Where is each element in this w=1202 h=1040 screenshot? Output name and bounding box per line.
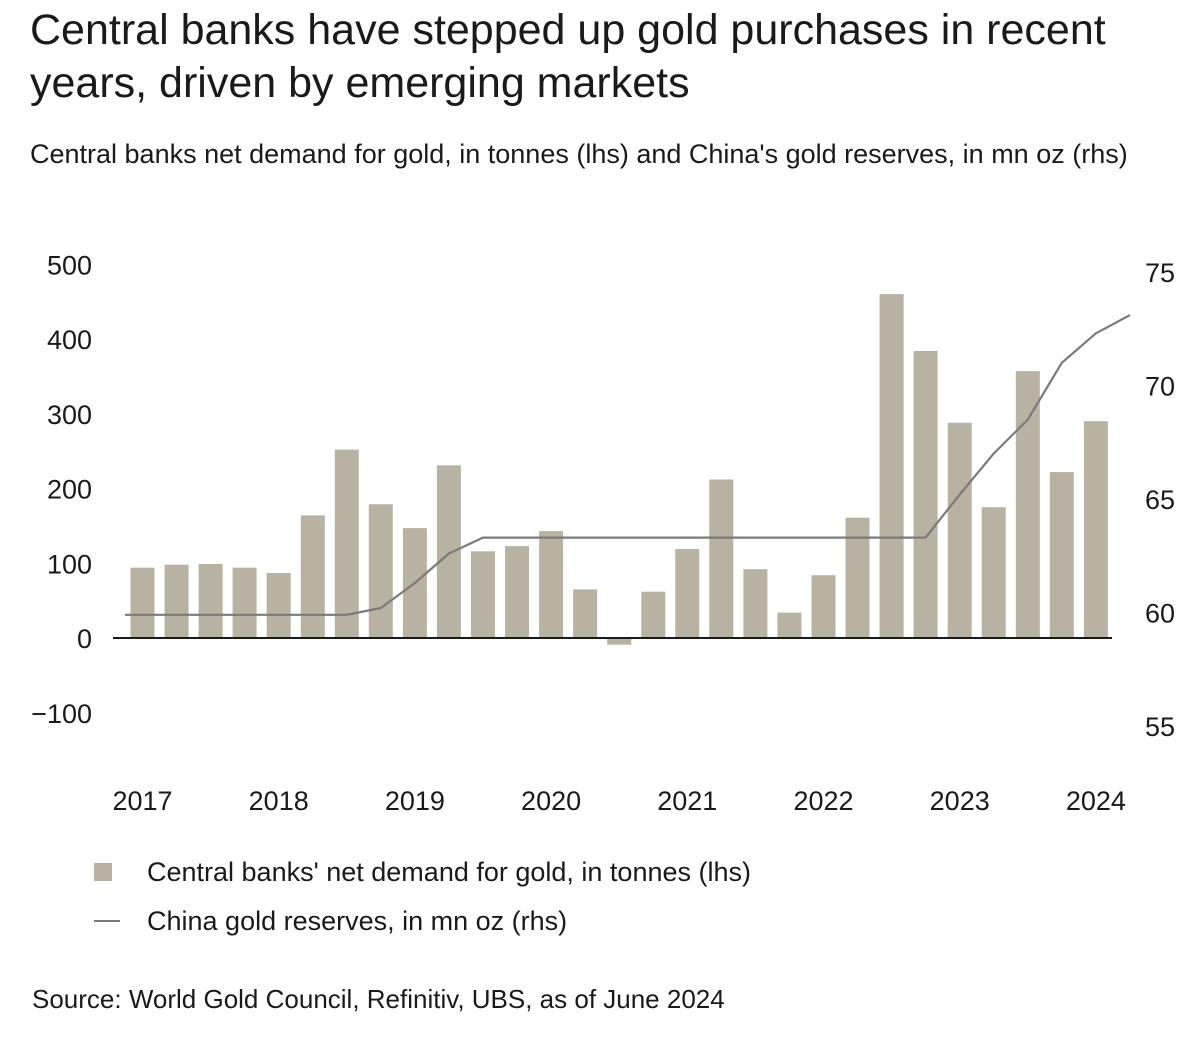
chart-subtitle: Central banks net demand for gold, in to… bbox=[30, 139, 1128, 169]
bar-q1-2021 bbox=[675, 549, 700, 638]
bar-q4-2022 bbox=[913, 351, 938, 638]
bar-q2-2019 bbox=[436, 465, 461, 638]
legend-bar-swatch bbox=[94, 863, 112, 881]
bar-q1-2023 bbox=[947, 422, 972, 638]
legend-bars-label: Central banks' net demand for gold, in t… bbox=[147, 856, 751, 887]
left-axis-tick-label: 100 bbox=[47, 549, 92, 579]
bar-q3-2023 bbox=[1015, 371, 1040, 638]
legend-line-swatch bbox=[94, 920, 120, 922]
x-axis-tick-label: 2018 bbox=[249, 786, 309, 816]
bar-q2-2022 bbox=[845, 517, 870, 638]
bar-q1-2017 bbox=[130, 567, 155, 638]
left-axis-tick-label: 500 bbox=[47, 250, 92, 280]
bar-q4-2017 bbox=[232, 567, 257, 638]
bar-q2-2018 bbox=[300, 515, 325, 638]
bar-q2-2023 bbox=[981, 507, 1006, 638]
x-axis-tick-label: 2022 bbox=[793, 786, 853, 816]
bar-q3-2020 bbox=[607, 638, 632, 645]
bar-q3-2019 bbox=[471, 551, 495, 638]
legend-line-label: China gold reserves, in mn oz (rhs) bbox=[147, 905, 568, 936]
bar-q1-2018 bbox=[266, 573, 291, 638]
chart-canvas: 500 400 300 200 100 0 −100 75 70 65 60 55 2017 2018 20… bbox=[31, 250, 1175, 816]
x-axis-tick-label: 2020 bbox=[521, 786, 581, 816]
bar-q2-2021 bbox=[709, 479, 734, 638]
bar-q2-2020 bbox=[573, 589, 598, 638]
bar-q4-2020 bbox=[641, 591, 666, 638]
right-axis-tick-label: 70 bbox=[1145, 372, 1175, 402]
right-axis-tick-label: 55 bbox=[1145, 712, 1175, 742]
x-axis-tick-label: 2019 bbox=[385, 786, 445, 816]
bar-q3-2018 bbox=[334, 449, 359, 638]
left-axis-tick-label: −100 bbox=[31, 699, 92, 729]
bar-q1-2024 bbox=[1083, 421, 1108, 638]
x-axis-tick-label: 2017 bbox=[112, 786, 172, 816]
bar-q4-2018 bbox=[368, 504, 393, 638]
bar-q4-2023 bbox=[1049, 472, 1074, 638]
left-axis-tick-label: 400 bbox=[47, 325, 92, 355]
right-axis-tick-label: 60 bbox=[1145, 599, 1175, 629]
bar-q4-2021 bbox=[777, 612, 802, 638]
right-axis-tick-label: 65 bbox=[1145, 485, 1175, 515]
source-note: Source: World Gold Council, Refinitiv, U… bbox=[32, 984, 725, 1014]
legend-item-line: China gold reserves, in mn oz (rhs) bbox=[94, 901, 567, 941]
right-axis-tick-label: 75 bbox=[1145, 258, 1175, 288]
bar-q1-2022 bbox=[811, 575, 836, 638]
left-axis-tick-label: 200 bbox=[47, 475, 92, 505]
x-axis-tick-label: 2024 bbox=[1066, 786, 1126, 816]
china-reserves-line bbox=[125, 314, 1131, 616]
bar-q4-2019 bbox=[505, 546, 529, 638]
legend-item-bars: Central banks' net demand for gold, in t… bbox=[94, 852, 751, 892]
chart-title: Central banks have stepped up gold purch… bbox=[30, 6, 1106, 107]
left-axis-tick-label: 0 bbox=[77, 624, 92, 654]
left-axis-tick-label: 300 bbox=[47, 400, 92, 430]
bar-q3-2021 bbox=[743, 569, 768, 638]
x-axis-tick-label: 2023 bbox=[930, 786, 990, 816]
bar-q2-2017 bbox=[164, 564, 189, 638]
bar-q3-2022 bbox=[879, 294, 904, 638]
bar-q1-2020 bbox=[539, 531, 564, 638]
x-axis-tick-label: 2021 bbox=[657, 786, 717, 816]
bar-q3-2017 bbox=[198, 564, 223, 638]
